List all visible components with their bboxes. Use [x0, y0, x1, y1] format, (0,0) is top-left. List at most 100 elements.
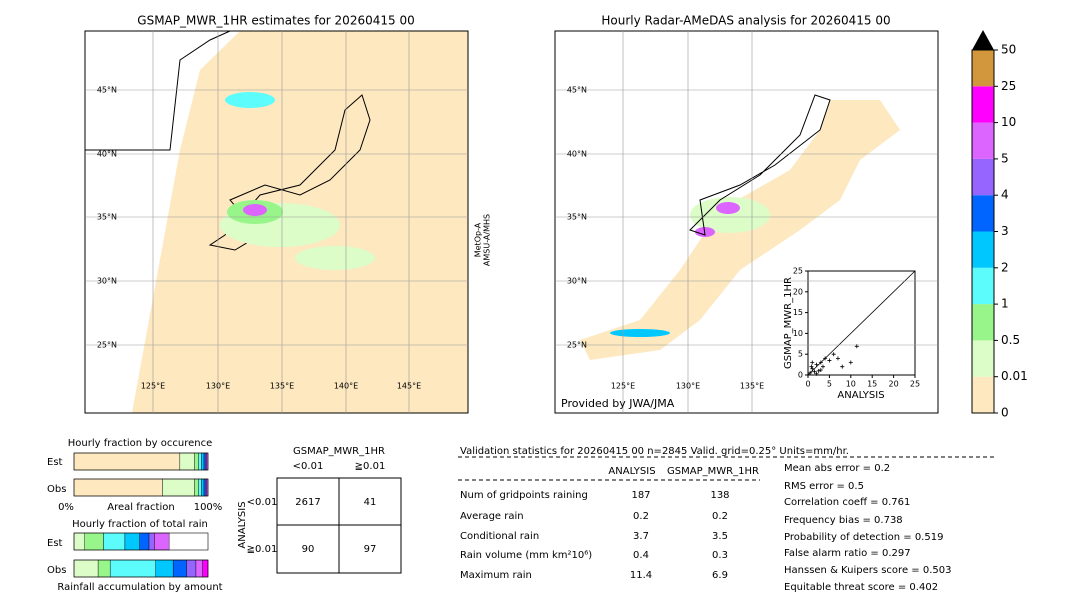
row-label: Est: [47, 538, 63, 549]
table-cell: 97: [364, 544, 377, 555]
rain-area: [295, 246, 375, 270]
fraction-segment: [139, 532, 150, 551]
y-tick-label: 25: [793, 267, 803, 276]
score: False alarm ratio = 0.297: [784, 548, 911, 559]
coastline: [208, 94, 371, 251]
scatter-point: [816, 368, 821, 373]
map-frame: [84, 30, 469, 414]
colorbar-label: 10: [1001, 115, 1016, 129]
fraction-segment: [84, 532, 104, 551]
lon-label: 125°E: [611, 382, 635, 391]
lat-label: 30°N: [567, 277, 587, 286]
lat-label: 45°N: [97, 86, 117, 95]
table-cell: 3.5: [712, 531, 728, 542]
fraction-segment: [73, 452, 181, 471]
scatter-point: [840, 364, 845, 369]
lon-label: 135°E: [740, 382, 764, 391]
lon-label: 130°E: [676, 382, 700, 391]
fraction-segment: [172, 559, 187, 578]
scatter-point: [820, 364, 825, 369]
scatter-point: [835, 356, 840, 361]
score: Correlation coeff = 0.761: [784, 497, 910, 508]
row-label: Rain volume (mm km²10⁶): [460, 550, 592, 561]
lon-label: 145°E: [397, 382, 421, 391]
fraction-segment: [186, 559, 197, 578]
table-cell: 0.2: [712, 511, 728, 522]
coastline: [85, 30, 231, 151]
colorbar-label: 2: [1001, 260, 1009, 274]
scatter-point: [818, 360, 823, 365]
scatter-point: [823, 356, 828, 361]
x-tick-label: 15: [867, 380, 877, 389]
rain-area: [716, 202, 740, 214]
scatter-point: [809, 364, 814, 369]
fraction-segment: [203, 478, 206, 497]
lat-label: 35°N: [97, 213, 117, 222]
fraction-segment: [148, 532, 155, 551]
map-title: Hourly Radar-AMeDAS analysis for 2026041…: [601, 14, 890, 28]
validation-header: Validation statistics for 20260415 00 n=…: [460, 446, 849, 457]
lon-label: 135°E: [270, 382, 294, 391]
coastline: [689, 94, 831, 236]
fraction-frame: [73, 532, 209, 551]
fraction-segment: [109, 559, 156, 578]
colorbar-label: 0: [1001, 406, 1009, 420]
fraction-segment: [194, 452, 199, 471]
row-label: Obs: [47, 565, 66, 576]
scatter-point: [848, 360, 853, 365]
y-tick-label: 5: [798, 350, 803, 359]
scatter-point: [808, 370, 813, 375]
y-tick-label: 10: [793, 329, 803, 338]
fraction-segment: [205, 452, 207, 471]
x-axis-label: ANALYSIS: [837, 390, 884, 401]
fraction-segment: [162, 478, 195, 497]
lon-label: 140°E: [334, 382, 358, 391]
table-cell: 0.4: [633, 550, 649, 561]
table-cell: 6.9: [712, 570, 728, 581]
row-label: Maximum rain: [460, 570, 532, 581]
colorbar-segment: [972, 86, 994, 123]
rain-area: [610, 329, 670, 337]
fraction-segment: [73, 559, 99, 578]
score: RMS error = 0.5: [784, 481, 864, 492]
colorbar-segment: [972, 376, 994, 413]
fraction-segment: [205, 478, 207, 497]
row-label: Num of gridpoints raining: [460, 490, 588, 501]
x-tick-label: 0: [805, 380, 810, 389]
row-label: ≧0.01: [247, 544, 278, 555]
y-tick-label: 15: [793, 308, 803, 317]
y-tick-label: 20: [793, 287, 803, 296]
fraction-segment: [195, 559, 203, 578]
satellite-label: MetOp-A: [474, 222, 483, 257]
colorbar-label: 25: [1001, 79, 1016, 93]
colorbar-label: 1: [1001, 297, 1009, 311]
fraction-segment: [198, 478, 202, 497]
fraction-segment: [103, 532, 126, 551]
colorbar-segment: [972, 340, 994, 377]
diagonal: [807, 270, 916, 376]
colorbar-segment: [972, 122, 994, 159]
column-label: ≧0.01: [355, 461, 386, 472]
lat-label: 25°N: [97, 341, 117, 350]
table-cell: 138: [710, 490, 729, 501]
credit: Provided by JWA/JMA: [561, 397, 675, 410]
table-cell: 187: [631, 490, 650, 501]
table-cell: 90: [302, 544, 315, 555]
satellite-label: AMSU-A/MHS: [483, 214, 492, 266]
lat-label: 35°N: [567, 213, 587, 222]
fraction-segment: [201, 452, 205, 471]
scatter-point: [810, 366, 815, 371]
lat-label: 25°N: [567, 341, 587, 350]
fraction-frame: [73, 478, 209, 497]
map-frame: [554, 30, 939, 414]
colorbar-segment: [972, 304, 994, 341]
table-title: GSMAP_MWR_1HR: [293, 446, 385, 457]
scatter-point: [831, 352, 836, 357]
row-axis-label: ANALYSIS: [237, 501, 248, 548]
lat-label: 40°N: [567, 150, 587, 159]
panel-title: Hourly fraction by occurence: [68, 438, 212, 449]
colorbar-segment: [972, 195, 994, 232]
scatter-point: [810, 360, 815, 365]
fraction-segment: [97, 559, 111, 578]
